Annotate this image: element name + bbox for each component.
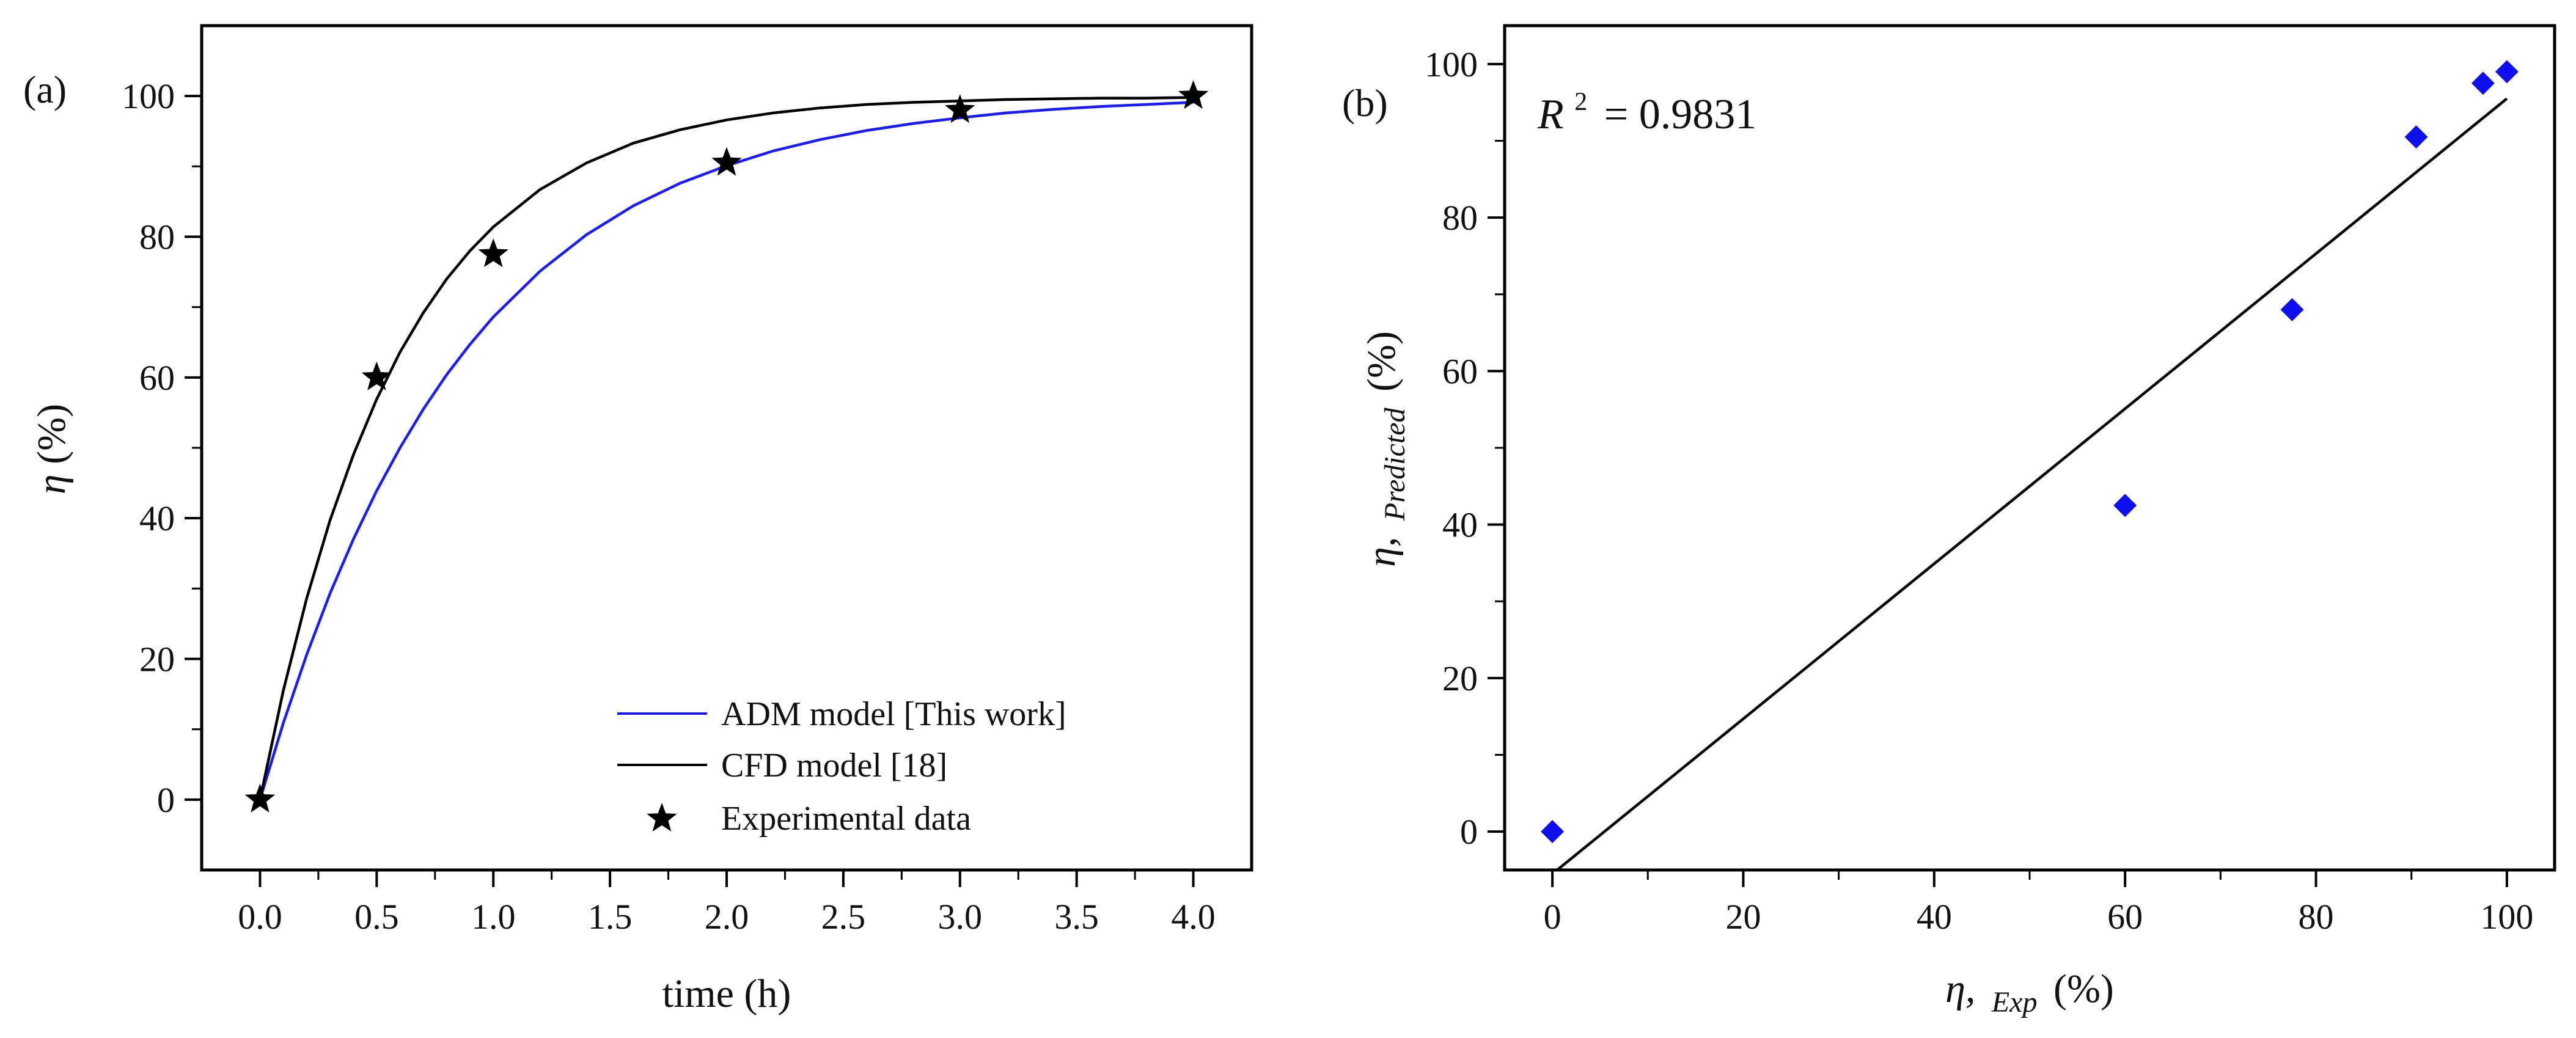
panel-b-x-tick-label: 100 [2480, 897, 2533, 937]
panel-b-data-point-diamond [2280, 298, 2304, 321]
r-squared-symbol: R [1537, 91, 1564, 138]
panel-a-data-point-star [711, 147, 742, 176]
panel-a-x-tick-label: 0.5 [354, 897, 399, 937]
panel-a-series-line-cfd-model-18 [259, 96, 1194, 800]
panel-a-x-tick-label: 0.0 [238, 897, 282, 937]
panel-b-y-tick-label: 40 [1442, 505, 1478, 545]
panel-b-data-point-diamond [1541, 820, 1565, 844]
panel-b-data-point-diamond [2113, 494, 2137, 517]
panel-a-chart: (a) 0.0 0.5 1.0 1.5 2.0 2.5 3.0 3.5 4.0 0 20 40 60 80… [23, 24, 1253, 1016]
panel-a-x-tick-label: 1.0 [471, 897, 516, 937]
panel-a-y-axis-unit: (%) [29, 404, 74, 464]
panel-a-data-point-star [1178, 80, 1209, 109]
panel-b-x-tick-label: 80 [2299, 897, 2334, 937]
panel-a-legend: ADM model [This work] CFD model [18] Exp… [617, 695, 1066, 838]
panel-a-y-tick-label: 80 [139, 217, 175, 257]
panel-b-y-tick-label: 100 [1425, 45, 1478, 84]
panel-b-x-tick-label: 60 [2107, 897, 2143, 937]
panel-b-series-group [1541, 60, 2519, 871]
panel-a-label: (a) [23, 68, 67, 111]
svg-text:η (%): η (%) [29, 404, 74, 494]
panel-b-y-axis-subscript: Predicted [1379, 407, 1411, 521]
panel-b-y-tick-label: 20 [1442, 659, 1478, 698]
legend-label-adm: ADM model [This work] [721, 695, 1066, 733]
legend-label-experimental: Experimental data [721, 800, 971, 838]
panel-b-x-tick-label: 0 [1544, 897, 1561, 937]
panel-a-y-axis-symbol: η [29, 474, 74, 494]
r-squared-annotation: R 2 = 0.9831 [1537, 73, 1756, 138]
panel-a-series-line-adm-model-this-work [259, 101, 1194, 800]
panel-a-y-tick-label: 60 [139, 358, 175, 398]
panel-b-x-tick-label: 40 [1917, 897, 1952, 937]
panel-a-x-tick-label: 4.0 [1171, 897, 1216, 937]
panel-b-series-line-linear-fit [1556, 97, 2508, 871]
panel-b-data-point-diamond [2495, 60, 2519, 84]
panel-b-x-axis-symbol: η, [1945, 967, 1975, 1011]
panel-a-data-point-star [945, 94, 975, 123]
panel-b-ticks: 0 20 40 60 80 100 0 20 40 60 80 100 [1425, 45, 2533, 937]
panel-a-data-point-star [361, 361, 392, 390]
panel-b-data-point-diamond [2471, 71, 2495, 95]
panel-a-y-tick-label: 100 [122, 76, 175, 116]
legend-label-cfd: CFD model [18] [721, 747, 947, 784]
panel-b-x-axis-subscript: Exp [1991, 986, 2038, 1018]
panel-b-y-tick-label: 60 [1442, 351, 1478, 391]
panel-a-x-axis-label: time (h) [662, 971, 791, 1016]
panel-a-x-tick-label: 3.5 [1054, 897, 1099, 937]
panel-a-y-tick-label: 20 [139, 640, 175, 679]
panel-a-ticks: 0.0 0.5 1.0 1.5 2.0 2.5 3.0 3.5 4.0 0 20 40 60 80 100 [122, 76, 1216, 937]
panel-a-y-tick-label: 40 [139, 499, 175, 538]
panel-b-y-axis-label: η, Predicted (%) [1359, 331, 1414, 567]
panel-a-x-tick-label: 2.0 [705, 897, 749, 937]
panel-b-x-tick-label: 20 [1725, 897, 1761, 937]
panel-b-y-tick-label: 0 [1460, 812, 1478, 852]
svg-text:η, Predicted (: η, Predicted (%) [1359, 331, 1414, 567]
panel-a-series-group [244, 80, 1209, 813]
panel-a-x-tick-label: 1.5 [588, 897, 633, 937]
r-squared-exponent: 2 [1574, 88, 1587, 116]
r-squared-value: = 0.9831 [1604, 91, 1756, 138]
panel-b-x-axis-unit: (%) [2053, 967, 2114, 1011]
panel-b-x-axis-label: η, Exp (%) [1945, 967, 2114, 1021]
panel-a-y-axis-label: η (%) [29, 404, 74, 494]
panel-b-chart: (b) 0 20 40 60 80 100 0 20 40 60 80 100 R 2 = 0.983… [1342, 24, 2556, 1021]
panel-b-label: (b) [1342, 81, 1388, 125]
panel-a-data-point-star [478, 238, 508, 268]
panel-b-data-point-diamond [2404, 125, 2428, 149]
panel-a-y-tick-label: 0 [157, 780, 175, 820]
panel-b-y-tick-label: 80 [1442, 198, 1478, 238]
panel-b-y-axis-symbol: η, [1359, 537, 1404, 567]
panel-a-x-tick-label: 2.5 [821, 897, 866, 937]
panel-b-y-axis-unit: (%) [1359, 331, 1404, 392]
legend-swatch-experimental-star-icon [647, 803, 677, 831]
panel-a-data-point-star [244, 783, 276, 813]
panel-a-x-tick-label: 3.0 [938, 897, 983, 937]
